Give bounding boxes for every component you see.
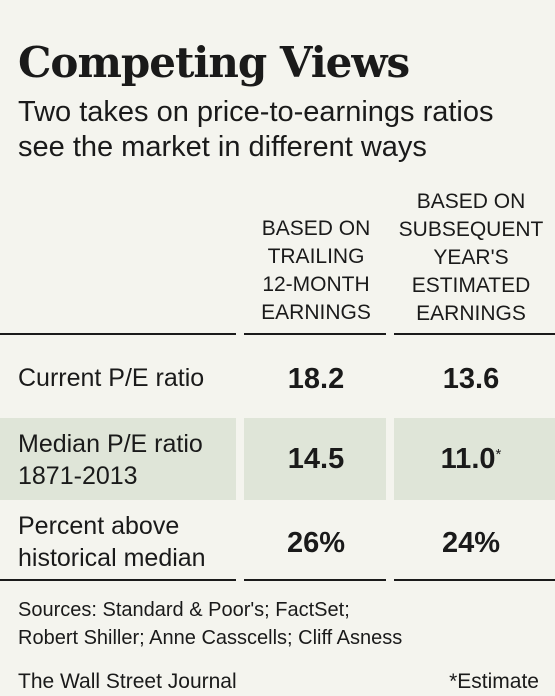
sources-line: Sources: Standard & Poor's; FactSet; [18,599,350,621]
chart-subtitle: Two takes on price-to-earnings ratios se… [18,96,494,163]
sources-line: Robert Shiller; Anne Casscells; Cliff As… [18,627,403,649]
sources-note: Sources: Standard & Poor's; FactSet; Rob… [18,596,538,652]
row-label-line: historical median [18,544,206,572]
row-label-line: 1871-2013 [18,462,138,490]
table-row: Current P/E ratio 18.2 13.6 [0,344,555,414]
column-header-line: SUBSEQUENT [398,218,544,241]
footer-rule-label [0,579,236,581]
row-shade [394,418,555,500]
column-header-line: ESTIMATED [411,274,531,297]
credit-line: The Wall Street Journal [18,670,237,693]
value-text: 11.0 [440,443,496,475]
column-header-line: 12-MONTH [262,273,370,296]
table-cell-value: 14.5 [246,442,386,476]
value-text: 13.6 [442,363,500,395]
table-cell-value: 18.2 [246,362,386,396]
chart-title: Competing Views [18,38,410,87]
row-label: Current P/E ratio [18,362,204,394]
value-text: 14.5 [287,443,345,475]
column-header-line: EARNINGS [261,301,371,324]
footer-rule-col2 [394,579,555,581]
column-header-trailing: BASED ON TRAILING 12-MONTH EARNINGS [246,215,386,327]
table-cell-value: 11.0* [396,442,546,476]
row-label-line: Percent above [18,512,180,540]
value-text: 26% [286,527,346,559]
table-cell-value: 24% [396,526,546,560]
header-rule-col2 [394,333,555,335]
footnote: *Estimate [449,670,539,693]
row-label-line: Median P/E ratio [18,430,203,458]
row-shade [244,418,386,500]
table-cell-value: 26% [246,526,386,560]
column-header-line: EARNINGS [416,302,526,325]
column-header-line: YEAR'S [433,246,509,269]
column-header-line: TRAILING [267,245,365,268]
value-text: 18.2 [287,363,345,395]
table-row: Median P/E ratio 1871-2013 14.5 11.0* [0,418,555,500]
column-header-estimated: BASED ON SUBSEQUENT YEAR'S ESTIMATED EAR… [396,188,546,328]
header-rule-label [0,333,236,335]
row-label: Median P/E ratio 1871-2013 [18,428,203,492]
row-label-line: Current P/E ratio [18,364,205,392]
column-header-line: BASED ON [416,190,526,213]
row-label: Percent above historical median [18,510,206,574]
table-cell-value: 13.6 [396,362,546,396]
table-row: Percent above historical median 26% 24% [0,504,555,582]
footer-rule-col1 [244,579,386,581]
value-text: 24% [441,527,501,559]
row-shade [0,418,236,500]
header-rule-col1 [244,333,386,335]
column-header-line: BASED ON [261,217,371,240]
estimate-marker: * [495,446,502,463]
